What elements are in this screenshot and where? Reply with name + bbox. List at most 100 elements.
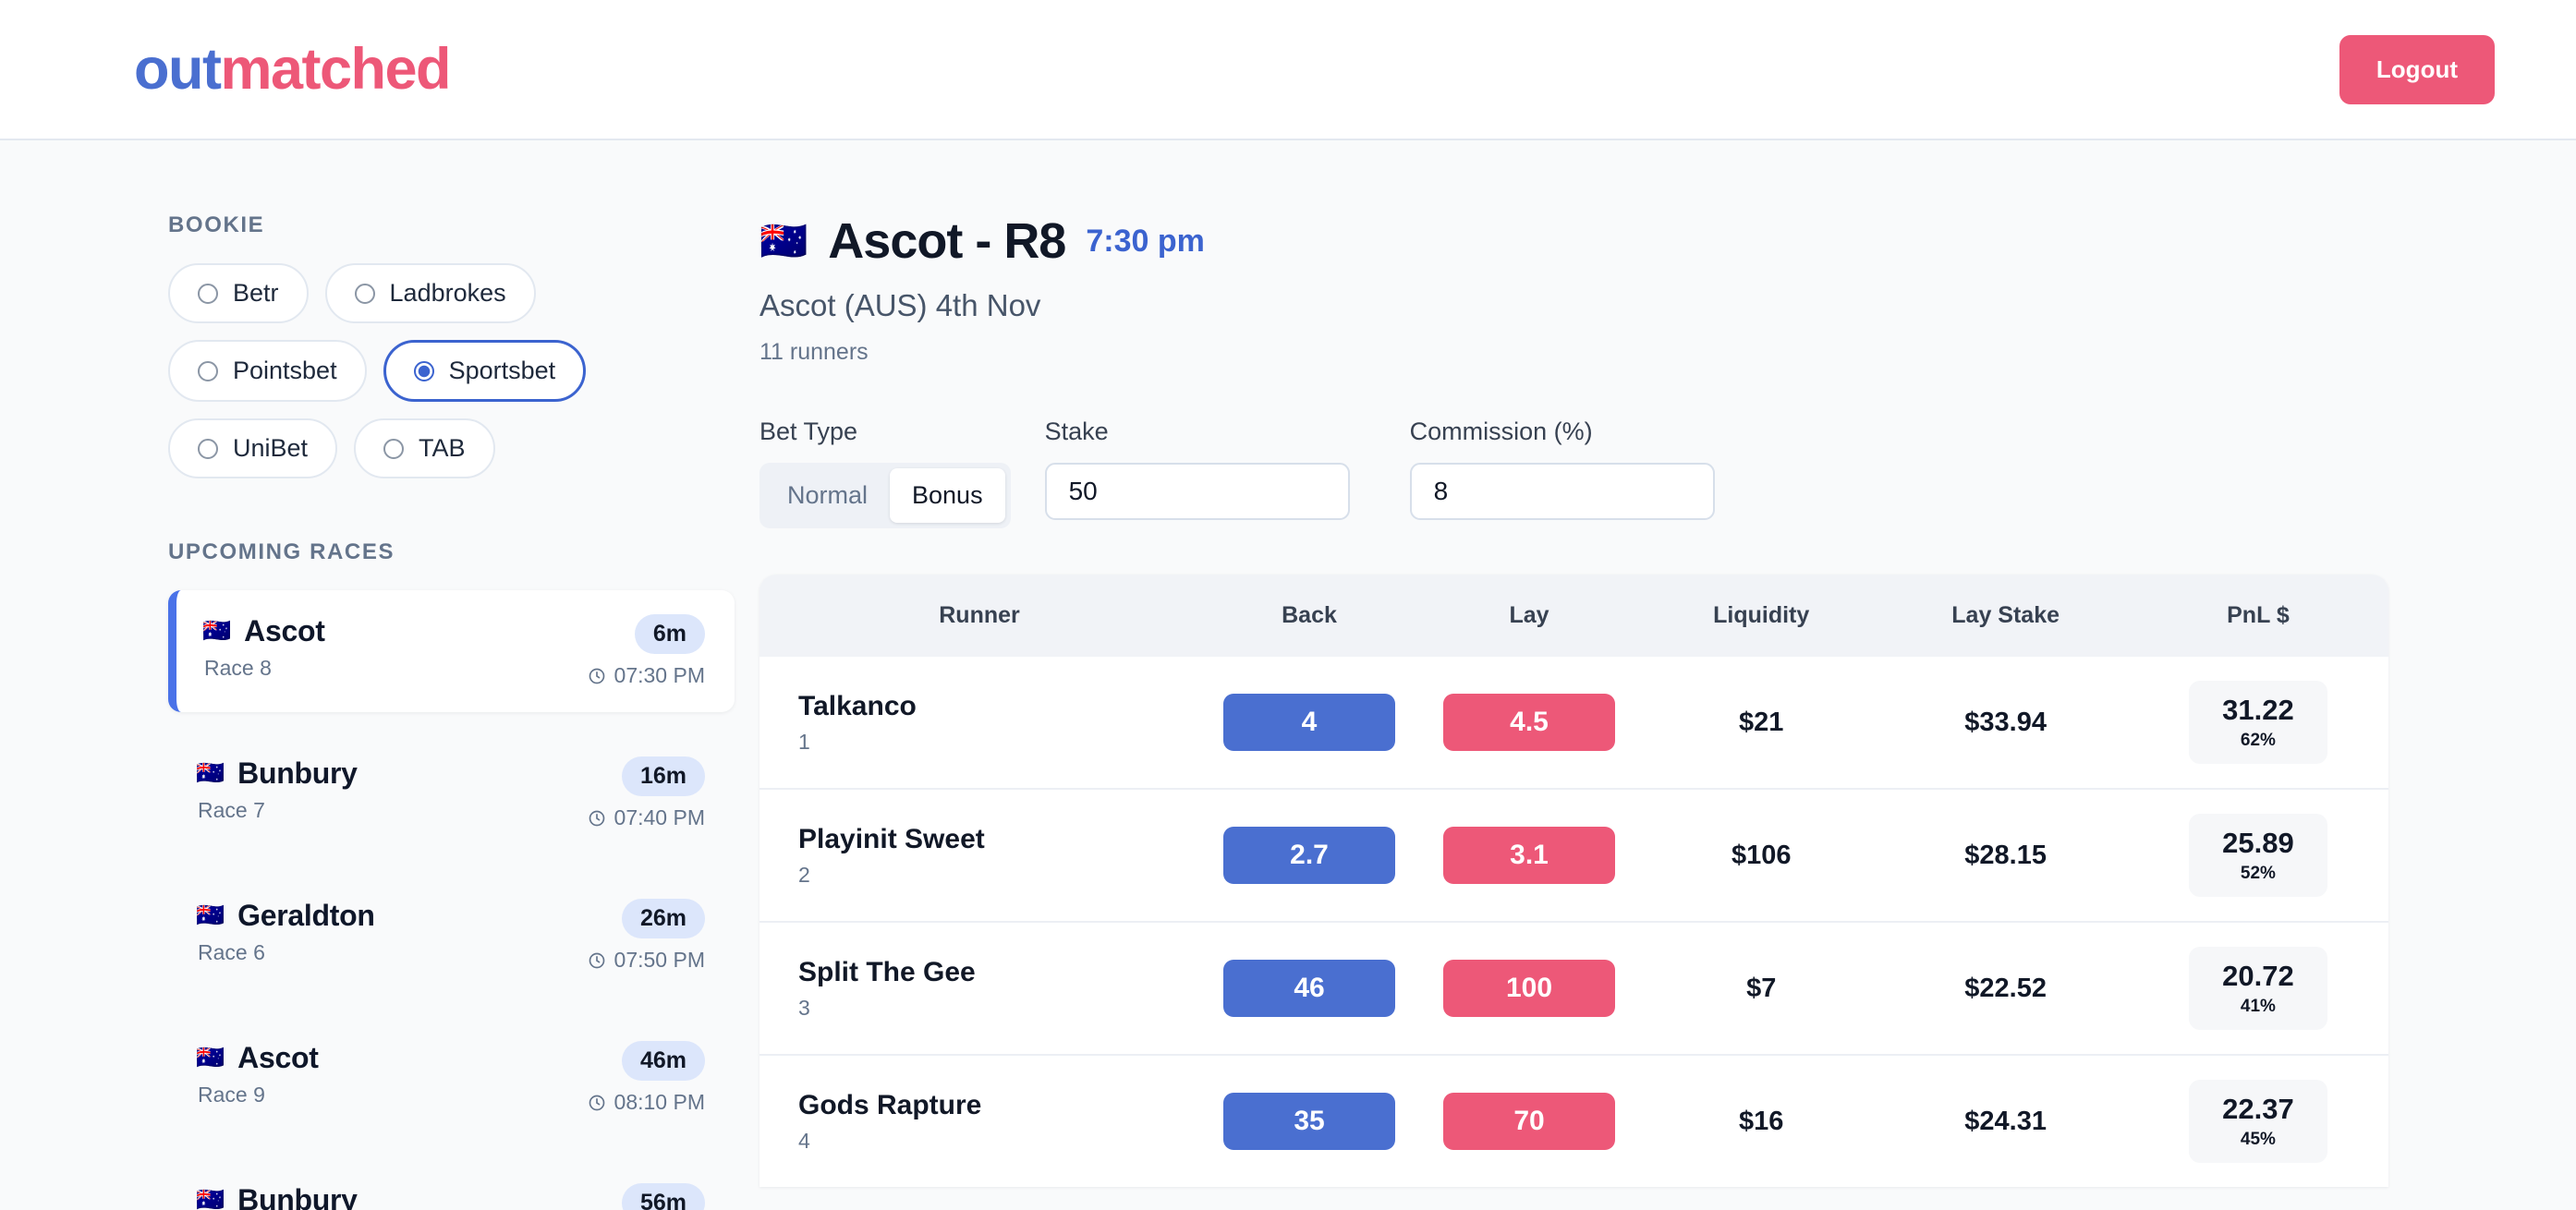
race-item-number: Race 8 <box>204 656 272 680</box>
radio-icon[interactable] <box>413 360 434 381</box>
commission-label: Commission (%) <box>1409 417 1593 445</box>
cell-lay: 100 <box>1419 922 1639 1055</box>
back-odds-button[interactable]: 46 <box>1223 960 1395 1017</box>
flag-icon-au: 🇦🇺 <box>196 1187 225 1210</box>
upcoming-races-list: 🇦🇺 Ascot Race 8 6m 07:30 PM 🇦🇺 Bunbury Race 7 16… <box>168 590 735 1210</box>
cell-runner: Split The Gee 3 <box>759 922 1199 1055</box>
table-row: Split The Gee 3 46 100 $7 $22.52 20.72 41% <box>759 922 2388 1055</box>
race-start-time: 7:30 pm <box>1086 223 1205 259</box>
cell-lay: 3.1 <box>1419 789 1639 922</box>
cell-lay-stake: $22.52 <box>1964 973 2047 1003</box>
pnl-percent: 62% <box>2240 731 2276 750</box>
flag-icon-au: 🇦🇺 <box>202 618 232 644</box>
race-list-item[interactable]: 🇦🇺 Bunbury 56m <box>168 1159 735 1210</box>
pnl-percent: 41% <box>2240 997 2276 1016</box>
radio-icon[interactable] <box>383 438 405 459</box>
bet-type-label: Bet Type <box>759 417 858 445</box>
race-item-venue: Ascot <box>237 1041 319 1074</box>
logo-text-out: out <box>134 36 222 102</box>
page-body: BOOKIE Betr Ladbrokes Pointsbet Sportsbet Un… <box>0 140 2576 1210</box>
odds-table-card: Runner Back Lay Liquidity Lay Stake PnL … <box>759 575 2388 1187</box>
bet-type-bonus-button[interactable]: Bonus <box>890 468 1005 523</box>
cell-back: 46 <box>1199 922 1419 1055</box>
race-item-info: 🇦🇺 Ascot Race 8 <box>202 614 325 681</box>
bookie-option-betr[interactable]: Betr <box>168 263 309 323</box>
runner-number: 4 <box>798 1128 810 1153</box>
lay-odds-button[interactable]: 70 <box>1443 1093 1615 1150</box>
race-list-item[interactable]: 🇦🇺 Bunbury Race 7 16m 07:40 PM <box>168 732 735 854</box>
logout-button[interactable]: Logout <box>2339 34 2495 104</box>
column-header-back: Back <box>1282 602 1337 628</box>
bookie-option-label: Sportsbet <box>448 357 556 384</box>
cell-liquidity: $16 <box>1739 1106 1784 1136</box>
pnl-value: 22.37 <box>2222 1093 2294 1125</box>
bookie-option-label: Ladbrokes <box>389 279 506 307</box>
flag-icon-au: 🇦🇺 <box>196 1045 225 1071</box>
table-head: Runner Back Lay Liquidity Lay Stake PnL … <box>759 575 2388 657</box>
bookie-option-sportsbet[interactable]: Sportsbet <box>383 340 587 402</box>
radio-icon[interactable] <box>198 438 218 459</box>
bet-type-normal-button[interactable]: Normal <box>765 468 890 523</box>
flag-icon-au: 🇦🇺 <box>196 760 225 786</box>
race-item-time-label: 07:50 PM <box>614 948 705 972</box>
cell-liquidity: $21 <box>1739 707 1784 737</box>
race-item-info: 🇦🇺 Bunbury <box>196 1183 358 1210</box>
back-odds-button[interactable]: 2.7 <box>1223 827 1395 884</box>
bookie-option-ladbrokes[interactable]: Ladbrokes <box>324 263 536 323</box>
bet-controls: Bet Type Normal Bonus Stake Commission (… <box>759 417 2576 528</box>
race-item-number: Race 7 <box>198 798 265 822</box>
cell-lay-stake: $33.94 <box>1964 707 2047 737</box>
race-list-item[interactable]: 🇦🇺 Ascot Race 8 6m 07:30 PM <box>168 590 735 712</box>
pnl-percent: 45% <box>2240 1130 2276 1149</box>
bookie-option-pointsbet[interactable]: Pointsbet <box>168 340 367 402</box>
race-list-item[interactable]: 🇦🇺 Geraldton Race 6 26m 07:50 PM <box>168 875 735 997</box>
bookie-option-label: Betr <box>233 279 279 307</box>
flag-icon-au: 🇦🇺 <box>759 219 808 262</box>
cell-back: 35 <box>1199 1055 1419 1187</box>
bet-type-control: Bet Type Normal Bonus <box>759 417 1011 528</box>
table-row: Playinit Sweet 2 2.7 3.1 $106 $28.15 25.89 52% <box>759 789 2388 922</box>
table-row: Talkanco 1 4 4.5 $21 $33.94 31.22 62% <box>759 657 2388 789</box>
main-content: 🇦🇺 Ascot - R8 7:30 pm Ascot (AUS) 4th No… <box>735 140 2576 1210</box>
lay-odds-button[interactable]: 4.5 <box>1443 694 1615 751</box>
pnl-badge: 20.72 41% <box>2188 947 2327 1030</box>
pnl-badge: 31.22 62% <box>2188 681 2327 764</box>
radio-icon[interactable] <box>198 283 218 304</box>
table-body: Talkanco 1 4 4.5 $21 $33.94 31.22 62% Playinit S… <box>759 657 2388 1187</box>
bet-type-toggle[interactable]: Normal Bonus <box>759 463 1011 528</box>
race-item-title: 🇦🇺 Geraldton <box>196 899 375 933</box>
column-header-lay-stake: Lay Stake <box>1951 602 2060 628</box>
commission-input[interactable] <box>1409 463 1715 520</box>
runner-name: Playinit Sweet <box>798 823 985 854</box>
radio-icon[interactable] <box>198 360 218 381</box>
pnl-badge: 22.37 45% <box>2188 1080 2327 1163</box>
lay-odds-button[interactable]: 100 <box>1443 960 1615 1017</box>
stake-input[interactable] <box>1044 463 1350 520</box>
race-item-timing: 56m <box>621 1183 705 1210</box>
race-item-number: Race 6 <box>198 940 265 964</box>
bookie-option-tab[interactable]: TAB <box>354 418 495 478</box>
bookie-option-unibet[interactable]: UniBet <box>168 418 338 478</box>
race-item-timing: 46m 08:10 PM <box>588 1041 705 1115</box>
back-odds-button[interactable]: 35 <box>1223 1093 1395 1150</box>
race-item-time-label: 07:40 PM <box>614 805 705 829</box>
race-item-info: 🇦🇺 Bunbury Race 7 <box>196 756 358 823</box>
race-list-item[interactable]: 🇦🇺 Ascot Race 9 46m 08:10 PM <box>168 1017 735 1139</box>
back-odds-button[interactable]: 4 <box>1223 694 1395 751</box>
race-item-time: 07:50 PM <box>588 948 705 973</box>
race-item-countdown-badge: 56m <box>621 1183 705 1210</box>
radio-icon[interactable] <box>354 283 375 304</box>
cell-lay: 70 <box>1419 1055 1639 1187</box>
lay-odds-button[interactable]: 3.1 <box>1443 827 1615 884</box>
race-item-info: 🇦🇺 Geraldton Race 6 <box>196 899 375 965</box>
race-item-venue: Geraldton <box>237 899 375 932</box>
race-subtitle: Ascot (AUS) 4th Nov <box>759 288 1041 322</box>
bookie-option-label: Pointsbet <box>233 357 337 384</box>
race-item-countdown-badge: 16m <box>621 756 705 796</box>
race-header: 🇦🇺 Ascot - R8 7:30 pm <box>759 212 2576 270</box>
column-header-pnl: PnL $ <box>2227 602 2290 628</box>
runner-name: Gods Rapture <box>798 1089 982 1120</box>
runners-count: 11 runners <box>759 339 869 365</box>
race-item-number: Race 9 <box>198 1083 265 1107</box>
bookie-options: Betr Ladbrokes Pointsbet Sportsbet UniBet TAB <box>168 263 602 478</box>
